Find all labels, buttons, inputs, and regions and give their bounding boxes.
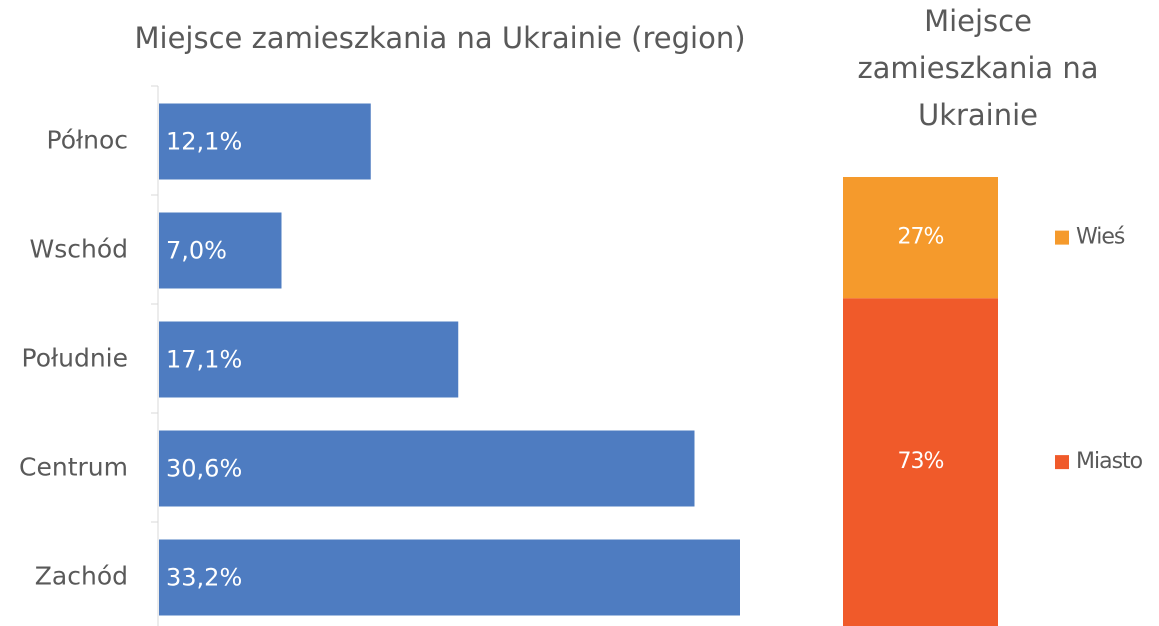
y-tick-label: Centrum (19, 453, 128, 482)
legend-swatch (1055, 455, 1069, 470)
legend-label: Miasto (1076, 449, 1143, 474)
chart-title: Miejsce zamieszkania na Ukrainie (857, 4, 1099, 132)
bar (159, 212, 282, 289)
data-label: 27% (898, 225, 944, 250)
data-label: 30,6% (166, 455, 242, 483)
bar-segment (843, 177, 998, 299)
bar (159, 430, 695, 507)
chart-title: Miejsce zamieszkania na Ukrainie (region… (134, 21, 745, 55)
bar (159, 539, 740, 616)
bar-segment (843, 298, 998, 626)
data-label: 17,1% (166, 346, 242, 374)
legend-swatch (1055, 230, 1069, 245)
data-label: 7,0% (166, 237, 227, 265)
data-label: 12,1% (166, 128, 242, 156)
y-tick-label: Północ (47, 126, 128, 155)
legend-label: Wieś (1076, 225, 1125, 250)
bar (159, 321, 459, 398)
y-tick-label: Zachód (35, 562, 128, 591)
y-tick-label: Południe (22, 344, 128, 373)
y-tick-label: Wschód (30, 235, 129, 264)
data-label: 33,2% (166, 564, 242, 592)
bar (159, 103, 371, 180)
data-label: 73% (898, 449, 944, 474)
